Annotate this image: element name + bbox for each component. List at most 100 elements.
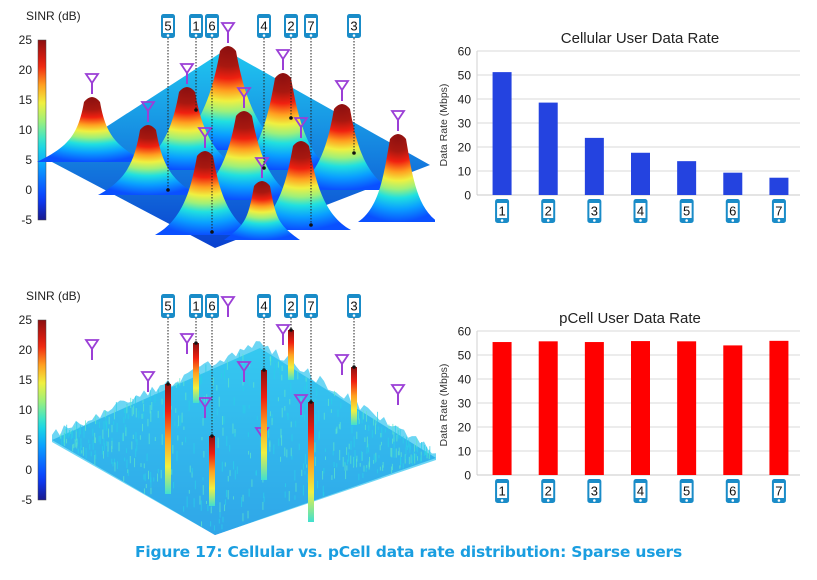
bar bbox=[677, 341, 696, 475]
phone-home-button bbox=[310, 34, 313, 37]
user-phone-icon: 6 bbox=[205, 294, 219, 318]
bar bbox=[769, 341, 788, 475]
phone-home-button bbox=[731, 499, 734, 502]
bar bbox=[493, 342, 512, 475]
phone-label: 2 bbox=[287, 19, 294, 34]
user-location-dot bbox=[210, 434, 214, 438]
antenna-icon bbox=[336, 81, 348, 101]
phone-home-button bbox=[263, 34, 266, 37]
phone-home-button bbox=[593, 219, 596, 222]
chart-title: Cellular User Data Rate bbox=[561, 30, 719, 47]
user-sinr-column bbox=[288, 330, 294, 380]
phone-label: 1 bbox=[498, 204, 505, 219]
y-tick-label: 20 bbox=[458, 141, 472, 155]
x-tick-phone-icon: 5 bbox=[680, 479, 694, 503]
phone-home-button bbox=[778, 499, 781, 502]
user-location-dot bbox=[262, 368, 266, 372]
bar bbox=[631, 341, 650, 475]
colorbar-tick-label: 20 bbox=[19, 63, 33, 77]
phone-home-button bbox=[290, 34, 293, 37]
user-phone-icon: 3 bbox=[347, 14, 361, 38]
antenna-icon bbox=[392, 111, 404, 131]
user-location-dot bbox=[289, 328, 293, 332]
user-location-dot bbox=[352, 151, 356, 155]
phone-label: 3 bbox=[591, 484, 598, 499]
antenna-icon bbox=[277, 325, 289, 345]
phone-home-button bbox=[211, 34, 214, 37]
antenna-icon bbox=[392, 385, 404, 405]
user-phone-icon: 4 bbox=[257, 14, 271, 38]
antenna-icon bbox=[222, 23, 234, 43]
phone-home-button bbox=[167, 314, 170, 317]
x-tick-phone-icon: 4 bbox=[634, 479, 648, 503]
colorbar-tick-label: 5 bbox=[25, 153, 32, 167]
phone-label: 7 bbox=[307, 299, 314, 314]
y-tick-label: 10 bbox=[458, 445, 472, 459]
y-tick-label: 30 bbox=[458, 397, 472, 411]
colorbar bbox=[38, 320, 46, 500]
phone-home-button bbox=[501, 219, 504, 222]
x-tick-phone-icon: 4 bbox=[634, 199, 648, 223]
antenna-icon bbox=[181, 334, 193, 354]
user-phone-icon: 2 bbox=[284, 14, 298, 38]
pcell-data-rate-chart: pCell User Data Rate Data Rate (Mbps) 0 1… bbox=[430, 300, 817, 515]
user-location-dot bbox=[210, 230, 214, 234]
phone-home-button bbox=[547, 499, 550, 502]
colorbar bbox=[38, 40, 46, 220]
y-tick-label: 10 bbox=[458, 165, 472, 179]
y-tick-label: 50 bbox=[458, 349, 472, 363]
phone-home-button bbox=[195, 34, 198, 37]
x-tick-phone-icon: 7 bbox=[772, 479, 786, 503]
phone-home-button bbox=[501, 499, 504, 502]
user-phone-icon: 5 bbox=[161, 14, 175, 38]
colorbar-tick-label: 20 bbox=[19, 343, 33, 357]
y-tick-label: 30 bbox=[458, 117, 472, 131]
colorbar-tick-label: -5 bbox=[21, 213, 32, 227]
x-tick-phone-icon: 1 bbox=[495, 479, 509, 503]
colorbar-tick-label: 25 bbox=[19, 33, 33, 47]
user-location-dot bbox=[166, 188, 170, 192]
y-axis-label: Data Rate (Mbps) bbox=[438, 84, 450, 167]
user-phone-icon: 1 bbox=[189, 14, 203, 38]
y-tick-label: 20 bbox=[458, 421, 472, 435]
y-tick-label: 50 bbox=[458, 69, 472, 83]
antenna-icon bbox=[336, 355, 348, 375]
user-phone-icon: 5 bbox=[161, 294, 175, 318]
user-sinr-column bbox=[193, 343, 199, 403]
bar bbox=[539, 103, 558, 195]
user-sinr-column bbox=[165, 384, 171, 494]
x-tick-phone-icon: 5 bbox=[680, 199, 694, 223]
phone-label: 1 bbox=[498, 484, 505, 499]
phone-label: 4 bbox=[260, 19, 267, 34]
bar bbox=[769, 178, 788, 195]
y-axis-label: Data Rate (Mbps) bbox=[438, 364, 450, 447]
user-phone-icon: 7 bbox=[304, 14, 318, 38]
phone-label: 5 bbox=[164, 19, 171, 34]
colorbar-tick-label: -5 bbox=[21, 493, 32, 507]
phone-home-button bbox=[639, 219, 642, 222]
phone-home-button bbox=[195, 314, 198, 317]
colorbar-tick-label: 15 bbox=[19, 373, 33, 387]
user-location-dot bbox=[166, 382, 170, 386]
cellular-sinr-surface-plot: SINR (dB)2520151050-55 1 6 4 2 7 3 bbox=[0, 0, 435, 250]
phone-home-button bbox=[353, 34, 356, 37]
phone-label: 5 bbox=[683, 204, 690, 219]
pcell-sinr-surface-plot: SINR (dB)2520151050-55 1 6 4 2 7 3 bbox=[0, 280, 440, 535]
phone-home-button bbox=[547, 219, 550, 222]
user-phone-icon: 7 bbox=[304, 294, 318, 318]
user-phone-icon: 1 bbox=[189, 294, 203, 318]
phone-home-button bbox=[685, 219, 688, 222]
user-phone-icon: 3 bbox=[347, 294, 361, 318]
phone-home-button bbox=[167, 34, 170, 37]
user-phone-icon: 2 bbox=[284, 294, 298, 318]
bar bbox=[723, 345, 742, 475]
user-location-dot bbox=[309, 400, 313, 404]
y-tick-label: 40 bbox=[458, 93, 472, 107]
antenna-icon bbox=[277, 50, 289, 70]
phone-label: 6 bbox=[208, 19, 215, 34]
antenna-icon bbox=[86, 340, 98, 360]
x-tick-phone-icon: 3 bbox=[587, 199, 601, 223]
user-sinr-column bbox=[308, 402, 314, 522]
user-location-dot bbox=[309, 223, 313, 227]
antenna-icon bbox=[222, 297, 234, 317]
